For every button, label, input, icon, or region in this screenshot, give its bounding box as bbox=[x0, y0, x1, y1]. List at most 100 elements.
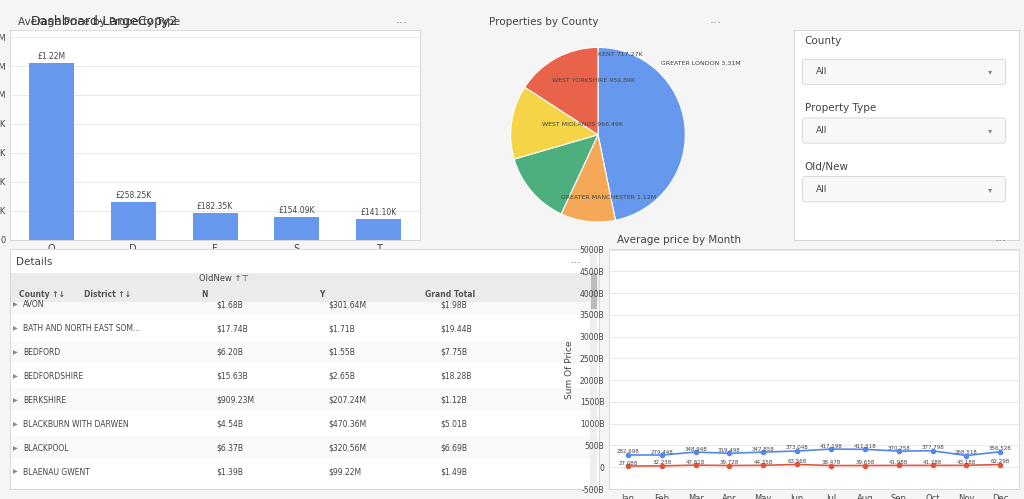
Text: BLACKBURN WITH DARWEN: BLACKBURN WITH DARWEN bbox=[24, 420, 129, 429]
Text: 41.988: 41.988 bbox=[889, 460, 908, 465]
Text: ▶: ▶ bbox=[13, 374, 18, 379]
Text: Property Type: Property Type bbox=[805, 103, 877, 113]
Bar bbox=[356, 219, 401, 240]
Text: County ↑↓: County ↑↓ bbox=[19, 290, 66, 299]
Text: BEDFORDSHIRE: BEDFORDSHIRE bbox=[24, 372, 83, 381]
Text: 62.298: 62.298 bbox=[990, 459, 1010, 464]
Text: $17.74B: $17.74B bbox=[216, 324, 248, 333]
Text: 39.658: 39.658 bbox=[855, 460, 874, 465]
Text: Grand Total: Grand Total bbox=[425, 290, 475, 299]
Text: Average Price by Property Type: Average Price by Property Type bbox=[18, 17, 180, 27]
Text: 41.788: 41.788 bbox=[923, 460, 942, 465]
Text: BLACKPOOL: BLACKPOOL bbox=[24, 444, 69, 453]
Text: WEST MIDLANDS 966.49K: WEST MIDLANDS 966.49K bbox=[542, 122, 623, 127]
Text: ▶: ▶ bbox=[13, 398, 18, 403]
Text: $909.23M: $909.23M bbox=[216, 396, 254, 405]
FancyBboxPatch shape bbox=[10, 292, 599, 315]
FancyBboxPatch shape bbox=[803, 177, 1006, 202]
FancyBboxPatch shape bbox=[803, 118, 1006, 143]
Bar bbox=[29, 63, 74, 240]
Text: 356.528: 356.528 bbox=[989, 446, 1012, 451]
Bar bbox=[193, 213, 238, 240]
Wedge shape bbox=[511, 87, 598, 159]
Text: ▾: ▾ bbox=[987, 185, 992, 194]
Text: 63.568: 63.568 bbox=[787, 459, 807, 464]
Text: Y: Y bbox=[319, 290, 325, 299]
Text: ▶: ▶ bbox=[13, 470, 18, 475]
Text: $1.68B: $1.68B bbox=[216, 300, 243, 309]
Text: £154.09K: £154.09K bbox=[279, 206, 315, 215]
FancyBboxPatch shape bbox=[10, 436, 599, 459]
Text: 268.518: 268.518 bbox=[955, 450, 978, 455]
Wedge shape bbox=[561, 135, 615, 222]
Text: ···: ··· bbox=[395, 17, 408, 30]
Text: 373.048: 373.048 bbox=[785, 446, 809, 451]
Text: Old/New: Old/New bbox=[805, 162, 849, 172]
Text: $1.39B: $1.39B bbox=[216, 468, 243, 477]
Text: $2.65B: $2.65B bbox=[328, 372, 355, 381]
Text: $19.44B: $19.44B bbox=[440, 324, 472, 333]
Wedge shape bbox=[514, 135, 598, 214]
Text: ▶: ▶ bbox=[13, 422, 18, 427]
Text: $1.71B: $1.71B bbox=[328, 324, 355, 333]
X-axis label: PropertyType: PropertyType bbox=[183, 260, 247, 270]
Text: ▶: ▶ bbox=[13, 326, 18, 331]
Text: BATH AND NORTH EAST SOM...: BATH AND NORTH EAST SOM... bbox=[24, 324, 140, 333]
Text: ▶: ▶ bbox=[13, 446, 18, 451]
Bar bbox=[274, 217, 319, 240]
Text: BEDFORD: BEDFORD bbox=[24, 348, 60, 357]
Text: £258.25K: £258.25K bbox=[115, 191, 152, 200]
Text: 377.798: 377.798 bbox=[922, 445, 944, 450]
Text: OldNew ↑⊤: OldNew ↑⊤ bbox=[199, 273, 249, 282]
Text: 411.518: 411.518 bbox=[853, 444, 877, 449]
Bar bbox=[111, 202, 156, 240]
FancyBboxPatch shape bbox=[803, 59, 1006, 84]
Text: $1.98B: $1.98B bbox=[440, 300, 467, 309]
Text: Details: Details bbox=[16, 256, 52, 266]
Text: 39.728: 39.728 bbox=[720, 460, 739, 465]
Text: GREATER LONDON 3.31M: GREATER LONDON 3.31M bbox=[660, 60, 740, 66]
FancyBboxPatch shape bbox=[10, 388, 599, 411]
Text: 43.188: 43.188 bbox=[956, 460, 976, 465]
Text: Properties by County: Properties by County bbox=[489, 17, 599, 27]
Text: Dashboard-LargeCopy2: Dashboard-LargeCopy2 bbox=[31, 15, 178, 28]
Text: 44.358: 44.358 bbox=[754, 460, 773, 465]
Text: $7.75B: $7.75B bbox=[440, 348, 467, 357]
Text: $6.20B: $6.20B bbox=[216, 348, 243, 357]
Text: $4.54B: $4.54B bbox=[216, 420, 244, 429]
Text: 347.858: 347.858 bbox=[752, 447, 775, 452]
Text: BLAENAU GWENT: BLAENAU GWENT bbox=[24, 468, 90, 477]
Text: 279.448: 279.448 bbox=[650, 450, 673, 455]
Wedge shape bbox=[598, 47, 685, 220]
Text: 348.948: 348.948 bbox=[684, 447, 707, 452]
Text: ▾: ▾ bbox=[987, 126, 992, 135]
Text: 47.818: 47.818 bbox=[686, 460, 706, 465]
Text: BERKSHIRE: BERKSHIRE bbox=[24, 396, 67, 405]
Text: $1.55B: $1.55B bbox=[328, 348, 355, 357]
Text: AVON: AVON bbox=[24, 300, 45, 309]
Text: 319.498: 319.498 bbox=[718, 448, 740, 453]
FancyBboxPatch shape bbox=[10, 340, 599, 363]
Text: 370.758: 370.758 bbox=[888, 446, 910, 451]
Text: 38.478: 38.478 bbox=[821, 460, 841, 465]
Text: District ↑↓: District ↑↓ bbox=[84, 290, 131, 299]
FancyBboxPatch shape bbox=[10, 316, 599, 339]
Text: £1.22M: £1.22M bbox=[37, 52, 66, 61]
Text: $6.37B: $6.37B bbox=[216, 444, 244, 453]
Text: 282.698: 282.698 bbox=[616, 450, 639, 455]
Text: ···: ··· bbox=[710, 17, 722, 30]
FancyBboxPatch shape bbox=[10, 412, 599, 435]
Text: $301.64M: $301.64M bbox=[328, 300, 367, 309]
FancyBboxPatch shape bbox=[10, 273, 599, 302]
Text: Average price by Month: Average price by Month bbox=[617, 235, 741, 245]
FancyBboxPatch shape bbox=[590, 250, 597, 489]
FancyBboxPatch shape bbox=[10, 364, 599, 387]
Text: GREATER MANCHESTER 1.12M: GREATER MANCHESTER 1.12M bbox=[561, 195, 656, 200]
Text: County: County bbox=[805, 36, 842, 46]
Text: All: All bbox=[816, 126, 827, 135]
Text: $1.49B: $1.49B bbox=[440, 468, 467, 477]
Text: ▶: ▶ bbox=[13, 302, 18, 307]
Text: ▾: ▾ bbox=[987, 67, 992, 76]
Text: ···: ··· bbox=[569, 256, 582, 269]
Text: 417.198: 417.198 bbox=[819, 444, 843, 449]
